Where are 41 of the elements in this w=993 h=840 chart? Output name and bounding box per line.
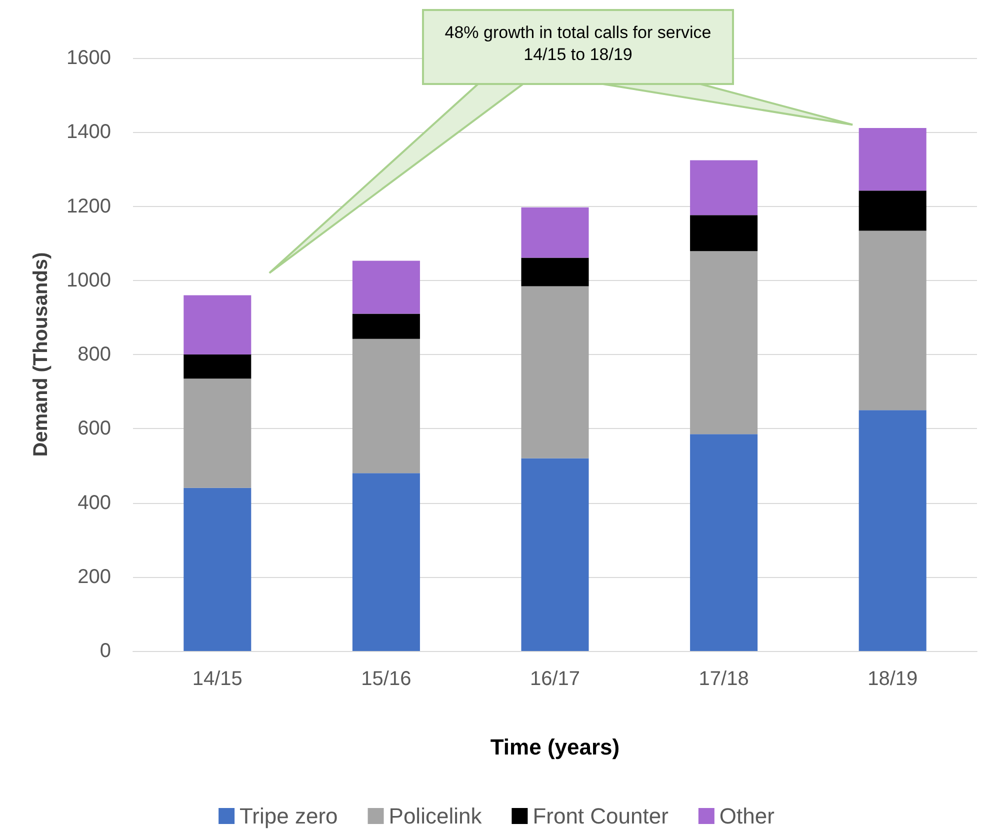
- x-tick-label: 16/17: [530, 668, 580, 690]
- legend-label: Front Counter: [532, 804, 668, 828]
- y-tick-label: 400: [78, 492, 111, 514]
- bar: [184, 378, 252, 488]
- bar: [184, 354, 252, 379]
- bar: [858, 230, 926, 410]
- y-tick-label: 1000: [66, 269, 111, 292]
- bar: [690, 160, 758, 216]
- legend-label: Other: [719, 804, 774, 828]
- x-tick-label: 17/18: [698, 668, 749, 690]
- y-tick-label: 1600: [66, 47, 111, 69]
- bar: [690, 434, 758, 651]
- bar: [352, 260, 420, 314]
- y-tick-label: 1200: [66, 195, 111, 218]
- x-tick-label: 18/19: [868, 668, 918, 690]
- bar: [521, 458, 589, 651]
- y-tick-label: 800: [78, 344, 111, 366]
- y-axis-title: Demand (Thousands): [30, 252, 52, 457]
- annotation: 48% growth in total calls for service 14/15 to 18/19: [444, 22, 712, 66]
- bar: [858, 128, 926, 191]
- bar: [521, 207, 589, 258]
- y-tick-label: 0: [100, 640, 111, 662]
- legend-label: Policelink: [388, 804, 483, 828]
- bar: [352, 338, 420, 474]
- y-tick-label: 200: [78, 566, 111, 588]
- bar: [521, 286, 589, 458]
- x-axis-title: Time (years): [490, 734, 620, 760]
- bar: [858, 190, 926, 231]
- bar: [184, 295, 252, 354]
- bar: [352, 314, 420, 339]
- bar: [690, 215, 758, 252]
- x-tick-label: 14/15: [192, 668, 242, 690]
- x-tick-label: 15/16: [361, 668, 412, 690]
- y-tick-label: 1400: [66, 121, 111, 144]
- bar: [858, 410, 926, 651]
- bar: [352, 473, 420, 651]
- legend-label: Tripe zero: [240, 804, 338, 828]
- bar: [521, 258, 589, 286]
- bar: [184, 488, 252, 651]
- y-tick-label: 600: [78, 418, 111, 440]
- bar: [690, 251, 758, 434]
